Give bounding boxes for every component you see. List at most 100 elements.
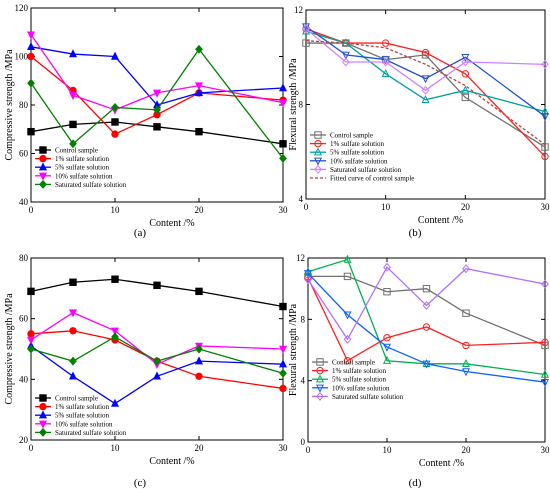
- legend-label: Saturated sulfate solution: [55, 181, 127, 189]
- data-point: [194, 356, 204, 365]
- x-tick-label: 10: [383, 445, 393, 455]
- data-point: [421, 85, 430, 95]
- x-tick-label: 10: [381, 202, 391, 212]
- data-point: [341, 38, 350, 47]
- data-point: [461, 368, 471, 377]
- x-tick-label: 30: [279, 443, 289, 453]
- legend-label: 10% sulfate solution: [55, 172, 113, 180]
- legend-label: 5% sulfate solution: [330, 149, 385, 157]
- data-point: [382, 355, 392, 364]
- data-point: [153, 123, 161, 131]
- data-point: [278, 83, 288, 92]
- data-point: [541, 143, 549, 151]
- legend-marker: [39, 146, 47, 154]
- y-axis-label: Flexural strength /MPa: [288, 303, 299, 396]
- y-axis-label: Compressive strength /MPa: [4, 293, 15, 405]
- data-point: [381, 57, 390, 67]
- legend-label: 1% sulfate solution: [330, 140, 385, 148]
- legend-label: Saturated sulfate solution: [55, 429, 127, 437]
- data-point: [195, 287, 203, 296]
- legend-marker: [314, 164, 322, 174]
- data-point: [153, 281, 161, 290]
- y-tick-label: 8: [301, 314, 306, 324]
- series-line: [308, 275, 546, 347]
- y-tick-label: 80: [19, 100, 29, 110]
- data-point: [110, 327, 120, 336]
- x-axis-label: Content /%: [149, 456, 194, 467]
- series-line: [30, 48, 284, 159]
- series-4: [303, 270, 550, 388]
- data-point: [27, 330, 35, 338]
- y-tick-label: 0: [301, 437, 306, 447]
- x-tick-label: 10: [111, 205, 121, 215]
- data-point: [27, 78, 35, 88]
- data-point: [540, 106, 550, 115]
- data-point: [27, 287, 35, 296]
- legend-label: Fitted curve of control sample: [330, 175, 414, 183]
- data-point: [278, 345, 288, 354]
- data-point: [422, 301, 431, 310]
- data-point: [69, 120, 77, 129]
- data-point: [343, 272, 352, 281]
- data-point: [303, 266, 313, 275]
- legend-marker: [315, 374, 325, 383]
- y-tick-label: 120: [15, 3, 29, 13]
- series-4: [301, 23, 550, 122]
- data-point: [382, 343, 392, 352]
- y-tick-label: 8: [299, 100, 304, 110]
- series-5: [27, 44, 287, 163]
- data-point: [461, 57, 470, 67]
- y-tick-label: 20: [19, 435, 29, 445]
- panel-caption: (d): [409, 477, 422, 489]
- y-tick-label: 40: [19, 374, 29, 384]
- x-tick-label: 0: [29, 443, 34, 453]
- data-point: [111, 275, 119, 283]
- y-tick-label: 60: [19, 149, 29, 159]
- series-line: [305, 30, 546, 113]
- legend-marker: [313, 147, 323, 156]
- panel-caption: (a): [134, 227, 147, 239]
- data-point: [304, 275, 312, 284]
- series-line: [30, 46, 284, 106]
- x-tick-label: 30: [541, 445, 550, 455]
- data-point: [343, 311, 352, 320]
- data-point: [194, 82, 204, 91]
- x-tick-label: 0: [306, 445, 311, 455]
- data-point: [421, 94, 430, 103]
- legend-marker: [39, 154, 47, 163]
- x-tick-label: 0: [29, 205, 34, 215]
- legend-label: Control sample: [330, 132, 373, 140]
- legend-label: 5% sulfate solution: [332, 376, 387, 384]
- data-point: [341, 51, 350, 60]
- legend-marker: [314, 139, 322, 148]
- data-point: [279, 140, 287, 148]
- x-tick-label: 30: [541, 202, 550, 212]
- data-point: [194, 88, 204, 97]
- legend-label: 10% sulfate solution: [332, 384, 390, 392]
- legend-marker: [39, 427, 47, 437]
- data-point: [422, 284, 431, 293]
- data-point: [541, 279, 549, 289]
- data-point: [422, 360, 431, 369]
- data-point: [68, 309, 78, 318]
- series-1: [27, 275, 287, 311]
- series-line: [30, 311, 284, 365]
- legend-marker: [39, 394, 47, 402]
- y-axis-label: Compressive strength /MPa: [4, 49, 15, 161]
- data-point: [110, 51, 120, 60]
- data-point: [195, 127, 203, 136]
- data-point: [110, 398, 120, 407]
- x-tick-label: 20: [195, 205, 205, 215]
- panel-caption: (c): [134, 477, 147, 489]
- series-line: [305, 40, 546, 146]
- series-1: [304, 272, 549, 350]
- data-point: [27, 127, 35, 136]
- data-point: [27, 344, 35, 354]
- x-axis-label: Content /%: [418, 215, 463, 226]
- chart-panel-3: 0 10 20 30 20 40 60 80 Content /% Compressive str…: [4, 253, 288, 489]
- series-line: [307, 266, 546, 341]
- data-point: [540, 379, 550, 388]
- x-tick-label: 20: [195, 443, 205, 453]
- legend-marker: [315, 384, 325, 393]
